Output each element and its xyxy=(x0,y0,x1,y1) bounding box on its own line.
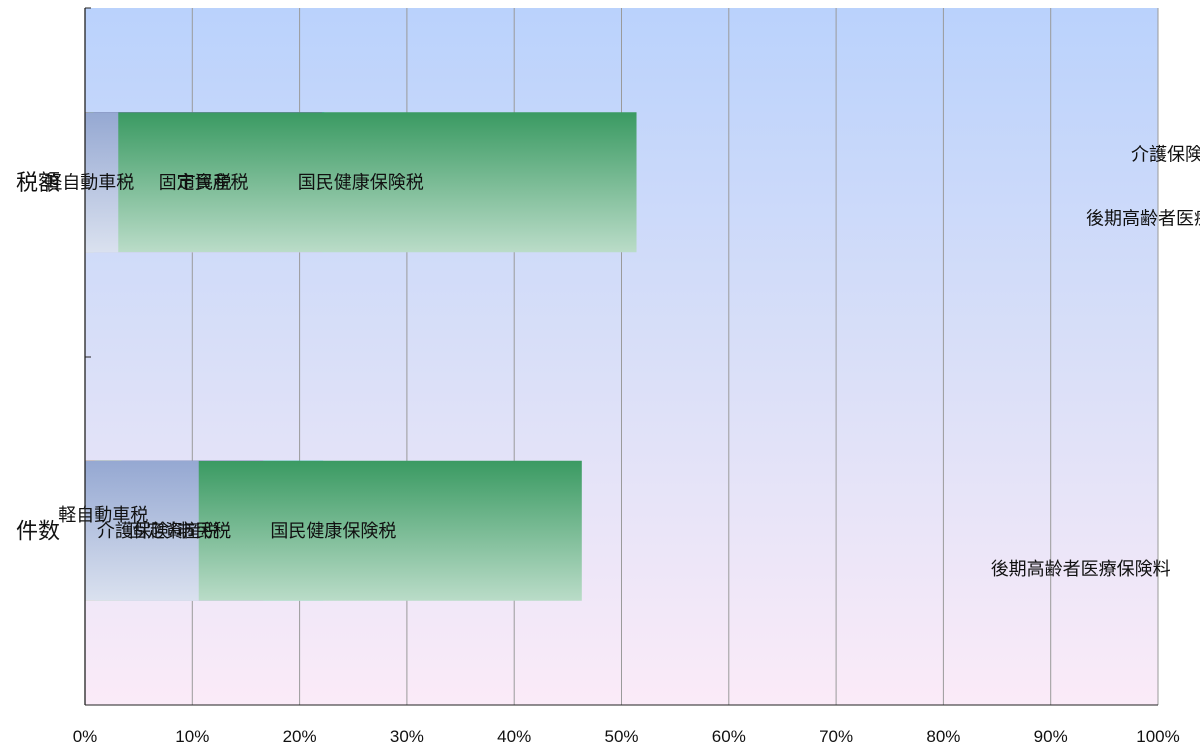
x-tick-label: 0% xyxy=(73,727,98,746)
x-tick-label: 70% xyxy=(819,727,853,746)
segment-labels: 市民税固定資産税軽自動車税国民健康保険税後期高齢者医療保険料介護保険料市民税固定… xyxy=(44,144,1200,579)
bar-segments xyxy=(85,112,637,601)
segment-label: 軽自動車税 xyxy=(44,172,134,192)
x-tick-label: 20% xyxy=(283,727,317,746)
x-tick-label: 80% xyxy=(926,727,960,746)
segment-label: 軽自動車税 xyxy=(58,505,148,525)
segment-label: 固定資産税 xyxy=(159,172,249,192)
segment-label: 固定資産税 xyxy=(129,521,219,541)
bar-segment xyxy=(85,112,119,253)
x-tick-label: 40% xyxy=(497,727,531,746)
x-tick-label: 90% xyxy=(1034,727,1068,746)
segment-label: 国民健康保険税 xyxy=(270,521,396,541)
segment-label: 市民税 xyxy=(178,172,232,192)
x-tick-label: 30% xyxy=(390,727,424,746)
bar-segment xyxy=(85,460,199,601)
segment-label: 介護保険料 xyxy=(97,521,187,541)
segment-label: 後期高齢者医療保険料 xyxy=(1086,208,1200,228)
category-label: 件数 xyxy=(16,518,60,543)
segment-label: 介護保険料 xyxy=(1131,144,1200,164)
segment-label: 後期高齢者医療保険料 xyxy=(991,559,1171,579)
bar-segment xyxy=(85,112,637,253)
x-tick-labels: 0% 10% 20% 30% 40% 50% 60% 70% 80% 90% 100% xyxy=(73,727,1180,746)
x-tick-label: 100% xyxy=(1136,727,1179,746)
category-label: 税額 xyxy=(16,170,60,195)
x-tick-label: 10% xyxy=(175,727,209,746)
x-tick-label: 50% xyxy=(604,727,638,746)
segment-label: 国民健康保険税 xyxy=(298,172,424,192)
segment-label: 市民税 xyxy=(177,521,231,541)
x-tick-label: 60% xyxy=(712,727,746,746)
